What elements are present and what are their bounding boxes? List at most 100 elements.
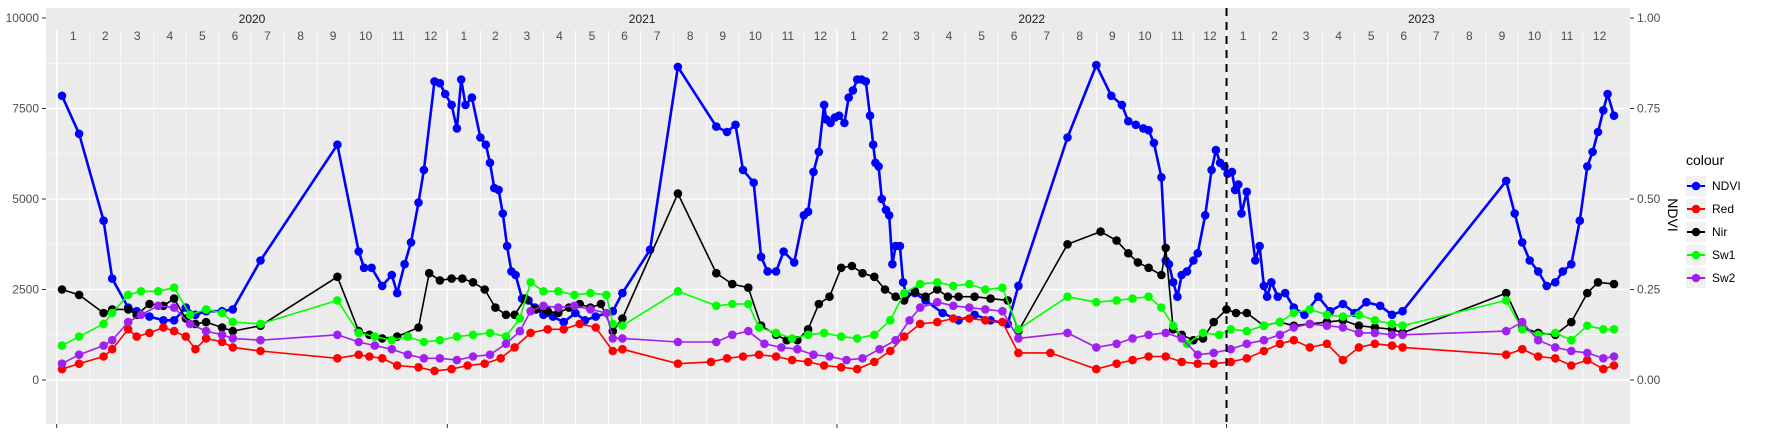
series-point-red xyxy=(392,361,402,370)
series-sw2 xyxy=(57,297,1619,369)
series-point-sw1 xyxy=(554,287,563,296)
month-label: 1 xyxy=(850,29,857,43)
series-point-ndvi xyxy=(865,111,875,120)
series-point-red xyxy=(1014,348,1023,358)
series-point-sw1 xyxy=(1567,335,1576,345)
series-point-sw2 xyxy=(858,354,867,363)
month-label: 6 xyxy=(1400,29,1407,43)
series-point-sw2 xyxy=(1305,319,1315,329)
month-label: 11 xyxy=(782,29,795,43)
series-point-sw1 xyxy=(452,332,462,341)
strip-background xyxy=(46,8,1630,30)
series-point-ndvi xyxy=(1599,106,1608,115)
series-point-ndvi xyxy=(1014,281,1023,291)
series-point-sw1 xyxy=(354,328,364,338)
series-point-red xyxy=(1583,355,1592,365)
grid xyxy=(46,17,1630,424)
month-label: 2 xyxy=(1271,29,1278,43)
series-point-sw2 xyxy=(842,355,851,365)
series-point-sw2 xyxy=(1161,328,1170,338)
series-point-red xyxy=(1533,352,1543,361)
series-point-ndvi xyxy=(440,89,450,99)
series-point-sw1 xyxy=(1214,330,1224,340)
series-point-sw1 xyxy=(74,332,84,341)
series-point-red xyxy=(377,354,387,363)
series-point-red xyxy=(673,359,683,369)
series-point-sw1 xyxy=(435,335,445,345)
series-point-nir xyxy=(847,261,857,271)
month-label: 9 xyxy=(1499,29,1506,43)
series-point-ndvi xyxy=(722,127,732,137)
series-point-sw2 xyxy=(1599,354,1608,363)
series-point-ndvi xyxy=(756,252,766,262)
month-label: 1 xyxy=(1240,29,1247,43)
series-point-sw2 xyxy=(586,305,595,314)
series-point-ndvi xyxy=(1200,211,1210,220)
series-point-sw2 xyxy=(1501,326,1511,336)
series-point-ndvi xyxy=(1124,116,1133,126)
series-point-ndvi xyxy=(1189,256,1198,265)
series-point-ndvi xyxy=(485,158,495,168)
series-point-nir xyxy=(728,279,737,289)
series-point-nir xyxy=(1567,317,1576,327)
series-point-sw2 xyxy=(1370,328,1380,338)
series-point-red xyxy=(706,357,716,367)
series-point-sw1 xyxy=(123,290,133,300)
series-point-ndvi xyxy=(1131,120,1141,130)
series-point-sw1 xyxy=(602,290,611,300)
series-point-ndvi xyxy=(414,198,423,207)
series-point-red xyxy=(1161,352,1170,361)
series-point-sw2 xyxy=(712,337,721,347)
series-point-red xyxy=(1305,343,1315,352)
series-point-ndvi xyxy=(1588,147,1597,157)
series-point-nir xyxy=(673,189,683,198)
series-point-ndvi xyxy=(1542,281,1551,291)
series-point-red xyxy=(169,326,179,336)
series-point-sw2 xyxy=(526,306,535,316)
series-point-sw2 xyxy=(468,352,478,361)
series-point-ndvi xyxy=(888,259,897,269)
series-point-nir xyxy=(217,323,227,332)
series-point-ndvi xyxy=(1510,209,1519,218)
series-point-ndvi xyxy=(354,247,364,256)
series-point-sw1 xyxy=(744,299,753,309)
series-point-sw1 xyxy=(539,287,548,296)
series-point-sw2 xyxy=(1226,344,1236,354)
series-point-sw2 xyxy=(1275,330,1285,340)
series-point-sw2 xyxy=(228,334,238,343)
series-point-sw1 xyxy=(387,335,397,345)
series-point-red xyxy=(333,354,342,363)
series-point-ndvi xyxy=(1387,310,1397,320)
series-point-ndvi xyxy=(476,133,485,142)
series-point-nir xyxy=(1593,278,1603,287)
series-point-sw2 xyxy=(539,301,548,311)
legend-key-point xyxy=(1691,273,1701,283)
series-point-sw1 xyxy=(1501,296,1511,305)
series-point-red xyxy=(1338,355,1348,365)
series-point-ndvi xyxy=(1551,278,1560,287)
series-point-sw2 xyxy=(1112,339,1121,349)
series-point-red xyxy=(414,363,423,372)
series-point-ndvi xyxy=(895,241,905,251)
series-point-red xyxy=(1128,355,1137,365)
series-point-ndvi xyxy=(452,124,462,133)
series-point-ndvi xyxy=(461,100,470,110)
series-point-sw2 xyxy=(185,319,195,329)
series-point-red xyxy=(591,323,600,332)
series-point-ndvi xyxy=(406,238,416,247)
y-right-tick-label: 0.75 xyxy=(1637,102,1661,116)
series-point-sw1 xyxy=(787,334,797,343)
series-point-red xyxy=(981,316,990,325)
strip-year-label: 2022 xyxy=(1018,12,1045,26)
series-point-red xyxy=(1193,359,1202,369)
series-point-sw1 xyxy=(185,310,195,320)
series-point-sw1 xyxy=(1322,310,1332,320)
series-point-ndvi xyxy=(387,270,397,280)
month-label: 7 xyxy=(1043,29,1050,43)
series-point-red xyxy=(608,346,618,356)
series-point-sw2 xyxy=(570,301,579,311)
legend-key-point xyxy=(1691,250,1701,260)
legend-label-sw2: Sw2 xyxy=(1712,271,1736,285)
series-point-sw2 xyxy=(1259,335,1269,345)
month-label: 6 xyxy=(621,29,628,43)
